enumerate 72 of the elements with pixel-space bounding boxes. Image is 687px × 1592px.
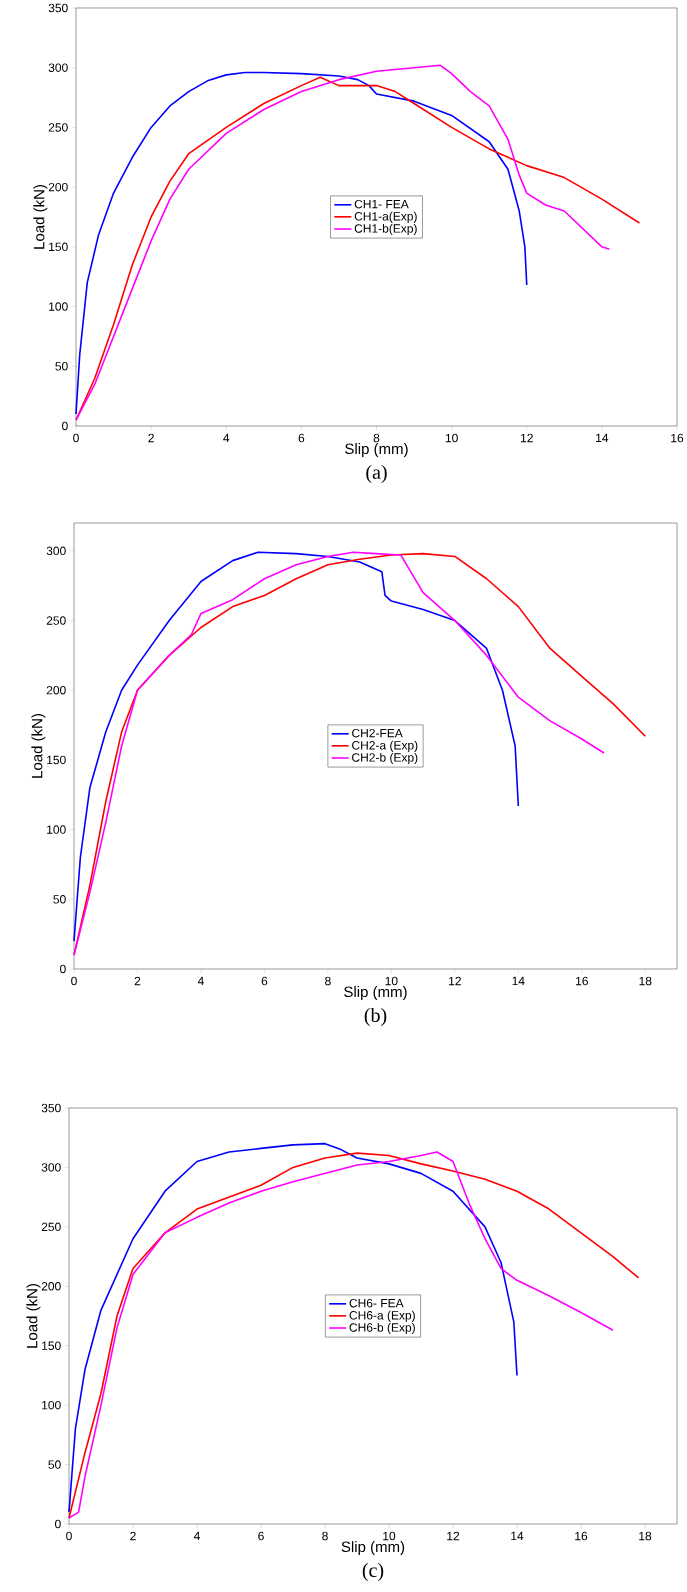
y-tick-label: 100	[47, 825, 66, 834]
y-tick-label: 250	[46, 616, 66, 625]
legend-label: CH6-b (Exp)	[349, 1322, 415, 1335]
x-tick-label: 12	[447, 1531, 460, 1541]
y-tick-label: 300	[48, 63, 68, 72]
x-tick-label: 14	[596, 433, 609, 443]
x-tick-label: 8	[325, 976, 331, 986]
x-axis-title: Slip (mm)	[345, 443, 408, 458]
x-axis-title: Slip (mm)	[341, 1541, 405, 1556]
y-tick-label: 300	[46, 546, 66, 556]
y-tick-label: 250	[48, 123, 68, 132]
x-tick-label: 8	[322, 1531, 328, 1541]
text: (b)	[364, 1007, 387, 1027]
y-tick-label: 300	[41, 1163, 61, 1172]
x-tick-label: 12	[521, 433, 533, 443]
y-tick-label: 0	[60, 964, 66, 974]
x-tick-label: 6	[261, 976, 268, 986]
x-tick-label: 4	[197, 976, 204, 986]
x-tick-label: 6	[258, 1531, 264, 1541]
x-tick-label: 16	[671, 433, 684, 443]
y-tick-label: 350	[41, 1103, 61, 1113]
x-tick-label: 2	[130, 1531, 136, 1541]
x-tick-label: 0	[73, 433, 79, 443]
y-axis-title: Load (kN)	[31, 714, 46, 778]
x-tick-label: 12	[449, 976, 461, 986]
legend-label: CH1-a(Exp)	[354, 211, 417, 223]
x-axis-title: Slip (mm)	[344, 986, 407, 1001]
x-tick-label: 2	[148, 433, 154, 443]
y-tick-label: 50	[55, 362, 68, 371]
legend-label: CH2-a (Exp)	[352, 740, 418, 752]
y-tick-label: 150	[47, 755, 66, 765]
y-tick-label: 0	[62, 421, 68, 431]
y-axis-title: Load (kN)	[26, 1284, 41, 1348]
x-tick-label: 4	[193, 1531, 200, 1541]
x-tick-label: 10	[383, 1531, 396, 1541]
y-tick-label: 150	[42, 1341, 61, 1350]
x-tick-label: 18	[639, 976, 652, 986]
y-tick-label: 200	[41, 1282, 61, 1291]
y-tick-label: 50	[53, 895, 66, 904]
x-tick-label: 6	[298, 433, 305, 443]
y-tick-label: 350	[48, 3, 68, 13]
legend-label: CH2-b (Exp)	[352, 752, 418, 765]
x-tick-label: 0	[71, 976, 77, 986]
line-series	[75, 71, 528, 415]
x-tick-label: 4	[223, 433, 230, 443]
y-tick-label: 250	[41, 1222, 61, 1232]
y-tick-label: 200	[48, 182, 68, 192]
y-tick-label: 100	[42, 1400, 61, 1410]
text: (a)	[366, 464, 387, 484]
legend-label: CH6-a (Exp)	[349, 1310, 415, 1322]
line-series	[68, 1142, 518, 1513]
y-axis-title: Load (kN)	[33, 185, 48, 249]
x-tick-label: 18	[639, 1531, 652, 1541]
y-tick-label: 0	[55, 1519, 61, 1529]
x-tick-label: 14	[511, 1531, 524, 1541]
y-tick-label: 200	[46, 686, 66, 695]
legend-label: CH1-b(Exp)	[354, 223, 417, 236]
x-tick-label: 2	[134, 976, 141, 986]
legend-label: CH1- FEA	[354, 199, 409, 209]
line-series	[73, 551, 520, 942]
x-tick-label: 10	[445, 433, 458, 443]
x-tick-label: 10	[385, 976, 398, 986]
x-tick-label: 16	[575, 1531, 588, 1541]
y-tick-label: 150	[49, 242, 68, 252]
legend-label: CH2-FEA	[352, 728, 403, 738]
y-tick-label: 100	[49, 302, 68, 311]
x-tick-label: 16	[576, 976, 588, 986]
x-tick-label: 8	[373, 433, 380, 443]
y-tick-label: 50	[48, 1460, 61, 1469]
x-tick-label: 14	[512, 976, 525, 986]
text: (c)	[362, 1562, 384, 1582]
legend-label: CH6- FEA	[349, 1298, 404, 1308]
